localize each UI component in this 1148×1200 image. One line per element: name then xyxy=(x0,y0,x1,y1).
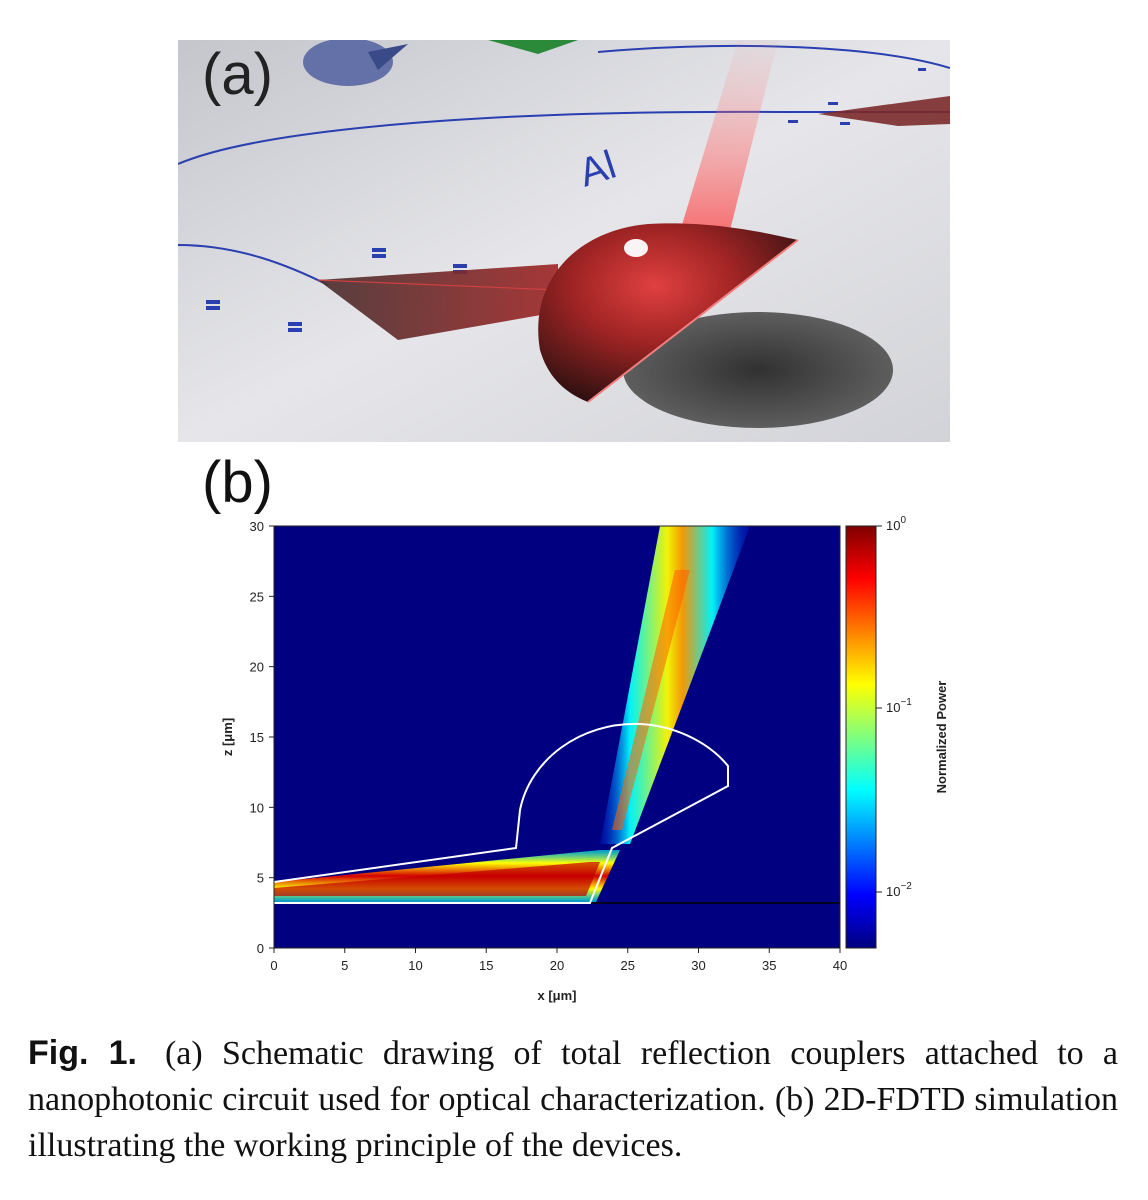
x-tick-label: 30 xyxy=(691,958,705,973)
y-tick-label: 30 xyxy=(250,519,264,534)
y-axis-label: z [μm] xyxy=(220,718,235,756)
colorbar-tick-3: 10−2 xyxy=(886,881,912,899)
x-tick-label: 35 xyxy=(762,958,776,973)
figure-caption: Fig. 1. (a) Schematic drawing of total re… xyxy=(28,1030,1118,1169)
y-tick-label: 15 xyxy=(250,730,264,745)
x-tick-label: 25 xyxy=(621,958,635,973)
x-tick-label: 40 xyxy=(833,958,847,973)
colorbar-tick-1: 100 xyxy=(886,515,906,533)
y-tick-label: 0 xyxy=(257,941,264,956)
colorbar-tick-2: 10−1 xyxy=(886,697,912,715)
coupler-outline xyxy=(274,722,729,904)
caption-text: (a) Schematic drawing of total reflectio… xyxy=(28,1035,1118,1164)
colorbar-ticks: 100 10−1 10−2 xyxy=(876,515,912,899)
panel-b-label: (b) xyxy=(202,450,273,515)
x-tick-label: 0 xyxy=(270,958,277,973)
y-tick-label: 5 xyxy=(257,871,264,886)
x-tick-label: 10 xyxy=(408,958,422,973)
x-axis-label: x [μm] xyxy=(537,988,576,1003)
y-tick-label: 20 xyxy=(250,660,264,675)
x-tick-label: 5 xyxy=(341,958,348,973)
colorbar-label: Normalized Power xyxy=(934,681,949,794)
colorbar xyxy=(845,525,877,949)
x-axis-ticks: 0 5 10 15 20 25 30 35 40 xyxy=(270,948,847,973)
x-tick-label: 20 xyxy=(550,958,564,973)
panel-a-label: (a) xyxy=(202,42,273,107)
x-tick-label: 15 xyxy=(479,958,493,973)
figure-label: Fig. 1. xyxy=(28,1034,137,1072)
schematic-image: Al xyxy=(178,40,950,442)
fdtd-plot: 0 5 10 15 20 25 30 35 40 0 5 10 15 20 25 30 x [μm] z [… xyxy=(220,510,1120,1010)
y-tick-label: 10 xyxy=(250,800,264,815)
y-axis-ticks: 0 5 10 15 20 25 30 xyxy=(250,519,274,956)
y-tick-label: 25 xyxy=(250,589,264,604)
